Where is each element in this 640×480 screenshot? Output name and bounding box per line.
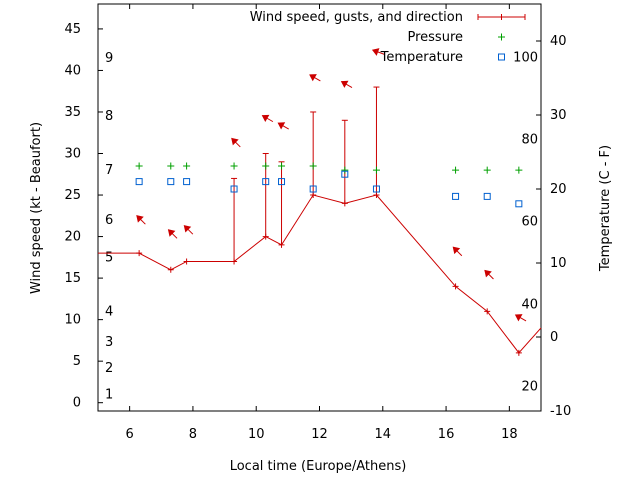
beaufort-label: 4	[105, 304, 113, 319]
pressure-point	[262, 162, 270, 170]
y-left-tick-label: 10	[64, 313, 81, 328]
y-left-tick-label: 20	[64, 230, 81, 245]
x-tick-label: 10	[248, 427, 265, 442]
pressure-point	[135, 162, 143, 170]
wind-direction-arrowhead	[136, 215, 144, 223]
wind-speed-point	[183, 258, 190, 265]
y-right-tick-label: 40	[550, 34, 567, 49]
x-tick-label: 14	[375, 427, 392, 442]
temperature-point	[452, 192, 460, 200]
fahrenheit-label: 20	[521, 380, 538, 395]
y-left-tick-label: 30	[64, 147, 81, 162]
beaufort-label: 2	[105, 361, 113, 376]
wind-direction-arrowhead	[371, 48, 380, 56]
wind-direction-arrowhead	[261, 114, 270, 122]
beaufort-label: 9	[105, 51, 113, 66]
pressure-point	[515, 166, 523, 174]
temperature-point	[230, 185, 238, 193]
legend-label-wind: Wind speed, gusts, and direction	[250, 10, 463, 25]
wind-direction-arrowhead	[452, 246, 461, 255]
wind-speed-point	[484, 308, 491, 315]
fahrenheit-label: 60	[521, 215, 538, 230]
y-left-tick-label: 0	[73, 396, 81, 411]
plot-frame	[97, 3, 542, 412]
legend-sample-temperature	[498, 53, 505, 61]
wind-direction-arrowhead	[167, 229, 176, 237]
y-right-tick-label: 30	[550, 108, 567, 123]
y-left-tick-label: 5	[73, 354, 81, 369]
wind-speed-point	[515, 349, 522, 356]
legend-label-temperature: Temperature	[380, 50, 463, 65]
legend-label-pressure: Pressure	[407, 30, 463, 45]
y-right-tick-label: 0	[550, 330, 558, 345]
temperature-point	[167, 178, 175, 186]
pressure-point	[278, 162, 286, 170]
wind-speed-point	[452, 283, 459, 290]
x-tick-label: 16	[438, 427, 455, 442]
temperature-point	[278, 178, 286, 186]
wind-direction-arrowhead	[183, 225, 192, 233]
pressure-point	[309, 162, 317, 170]
wind-direction-arrowhead	[484, 269, 492, 278]
temperature-point	[341, 170, 349, 178]
wind-direction-arrowhead	[277, 122, 286, 130]
pressure-point	[183, 162, 191, 170]
fahrenheit-label: 80	[521, 132, 538, 147]
temperature-point	[309, 185, 317, 193]
beaufort-label: 7	[105, 163, 113, 178]
temperature-point	[483, 192, 491, 200]
fahrenheit-label: 40	[521, 297, 538, 312]
wind-speed-point	[167, 266, 174, 273]
pressure-point	[372, 166, 380, 174]
y-right-tick-label: -10	[550, 404, 571, 419]
wind-direction-arrowhead	[309, 74, 317, 82]
temperature-point	[515, 200, 523, 208]
beaufort-label: 6	[105, 213, 113, 228]
legend-sample-pressure	[498, 33, 505, 41]
y-left-tick-label: 25	[64, 188, 81, 203]
wind-direction-arrowhead	[231, 137, 239, 146]
beaufort-label: 1	[105, 387, 113, 402]
wind-speed-point	[136, 250, 143, 257]
temperature-point	[262, 178, 270, 186]
wind-direction-arrowhead	[514, 314, 523, 322]
pressure-point	[167, 162, 175, 170]
wind-speed-line	[98, 194, 542, 354]
beaufort-label: 8	[105, 109, 113, 124]
x-tick-label: 18	[501, 427, 518, 442]
beaufort-label: 5	[105, 250, 113, 265]
temperature-point	[372, 185, 380, 193]
x-axis-label: Local time (Europe/Athens)	[230, 459, 407, 474]
x-tick-label: 6	[126, 427, 134, 442]
y-left-tick-label: 40	[64, 63, 81, 78]
beaufort-label: 3	[105, 335, 113, 350]
fahrenheit-label: 100	[513, 50, 538, 65]
wind-direction-arrowhead	[340, 80, 349, 88]
pressure-point	[452, 166, 460, 174]
y-right-tick-label: 20	[550, 182, 567, 197]
y-left-tick-label: 45	[64, 22, 81, 37]
y-right-tick-label: 10	[550, 256, 567, 271]
y-left-tick-label: 35	[64, 105, 81, 120]
temperature-point	[135, 178, 143, 186]
pressure-point	[483, 166, 491, 174]
pressure-point	[230, 162, 238, 170]
y-right-axis-label: Temperature (C - F)	[598, 145, 613, 272]
y-left-axis-label: Wind speed (kt - Beaufort)	[29, 122, 44, 294]
x-tick-label: 12	[311, 427, 328, 442]
temperature-point	[183, 178, 191, 186]
y-left-tick-label: 15	[64, 271, 81, 286]
x-tick-label: 8	[189, 427, 197, 442]
pressure-point	[341, 166, 349, 174]
